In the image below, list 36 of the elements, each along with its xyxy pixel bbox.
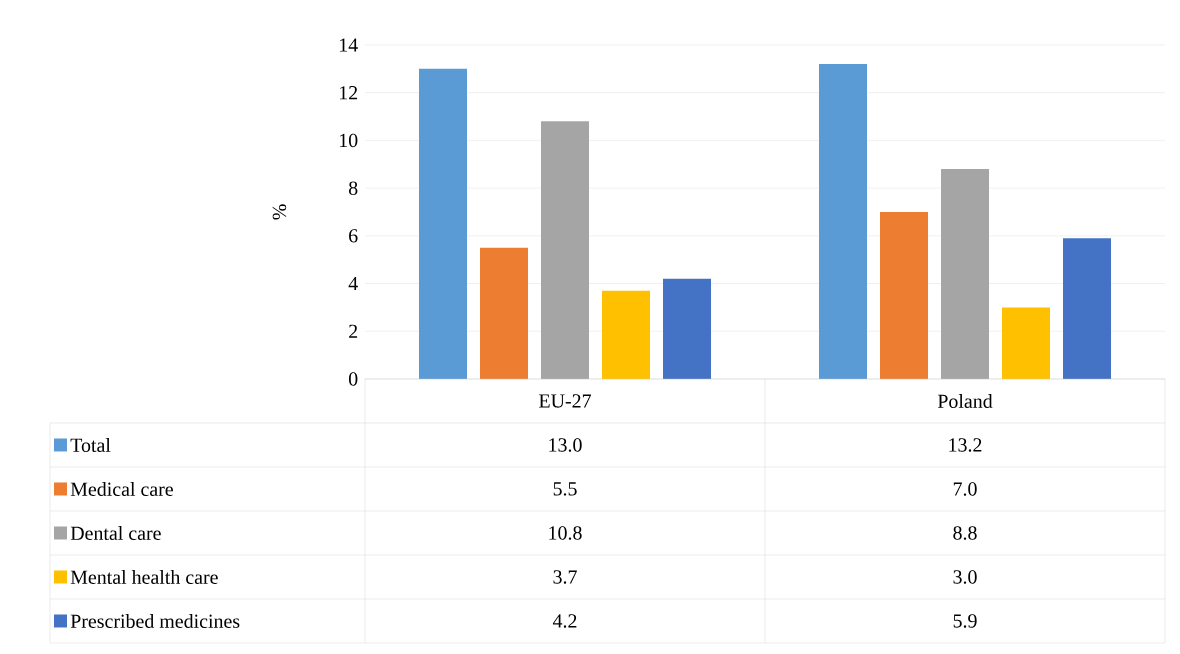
data-label: 13.0 xyxy=(549,438,582,452)
data-label: 4.2 xyxy=(552,614,577,628)
x-tick-label: Poland xyxy=(937,393,993,408)
x-tick-label: EU-27 xyxy=(539,394,591,408)
bar xyxy=(602,290,651,379)
legend-label: Total xyxy=(70,437,111,452)
y-tick-label: 0 xyxy=(348,372,358,386)
bar xyxy=(880,211,929,379)
data-label: 10.8 xyxy=(549,526,582,540)
y-tick-label: 12 xyxy=(339,86,358,100)
data-label: 8.8 xyxy=(953,526,977,540)
legend-label: Dental care xyxy=(70,525,161,540)
data-label: 7.0 xyxy=(953,482,977,496)
bar xyxy=(1063,238,1112,379)
bar xyxy=(480,247,529,379)
bar xyxy=(819,64,868,379)
y-tick-label: 6 xyxy=(349,229,358,243)
data-label: 3.7 xyxy=(553,570,577,584)
bar xyxy=(541,121,590,379)
legend-label: Mental health care xyxy=(70,569,218,584)
data-label: 5.9 xyxy=(953,614,977,628)
bar xyxy=(419,68,468,379)
data-label: 13.2 xyxy=(949,438,982,452)
y-tick-label: 4 xyxy=(348,277,358,291)
y-tick-label: 14 xyxy=(339,38,358,52)
data-label: 3.0 xyxy=(953,570,977,584)
bar xyxy=(941,169,990,379)
bar xyxy=(1002,307,1051,379)
y-tick-label: 2 xyxy=(349,324,358,338)
bar xyxy=(663,278,712,379)
y-tick-label: 10 xyxy=(339,133,358,148)
y-axis-title: % xyxy=(272,204,287,220)
legend-label: Prescribed medicines xyxy=(70,613,240,628)
y-tick-label: 8 xyxy=(348,181,358,195)
data-label: 5.5 xyxy=(553,482,577,496)
legend-label: Medical care xyxy=(70,481,173,496)
